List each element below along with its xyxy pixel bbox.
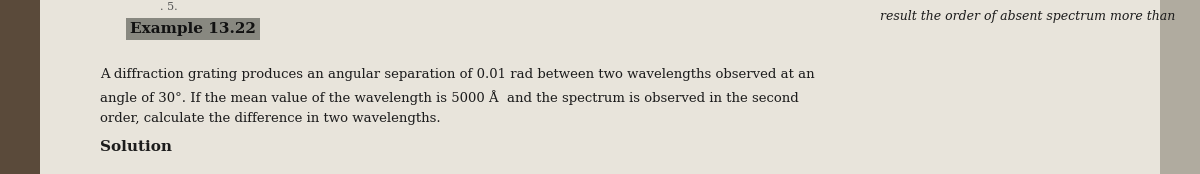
Text: Example 13.22: Example 13.22 bbox=[130, 22, 256, 36]
Text: order, calculate the difference in two wavelengths.: order, calculate the difference in two w… bbox=[100, 112, 440, 125]
Bar bbox=[1160, 0, 1200, 174]
Text: . 5.: . 5. bbox=[160, 2, 178, 12]
Text: result the order of absent spectrum more than: result the order of absent spectrum more… bbox=[880, 10, 1175, 23]
Text: angle of 30°. If the mean value of the wavelength is 5000 Å  and the spectrum is: angle of 30°. If the mean value of the w… bbox=[100, 90, 799, 105]
Bar bbox=[0, 0, 40, 174]
Text: A diffraction grating produces an angular separation of 0.01 rad between two wav: A diffraction grating produces an angula… bbox=[100, 68, 815, 81]
Text: Solution: Solution bbox=[100, 140, 172, 154]
